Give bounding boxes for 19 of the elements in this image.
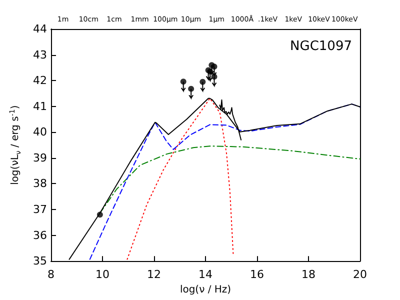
x-tick-label: 16 [250, 268, 264, 282]
x-tick-label: 18 [302, 268, 316, 282]
y-tick-label: 39 [33, 151, 47, 164]
x-tick-label: 20 [353, 268, 367, 282]
y-tick-label: 43 [33, 48, 47, 62]
y-tick-label: 37 [33, 203, 47, 216]
x-tick-label: 10 [96, 268, 110, 282]
x-tick-label: 14 [198, 268, 212, 282]
y-tick-label: 44 [33, 22, 47, 36]
x-tick-label: 8 [48, 268, 54, 282]
y-tick-label: 38 [33, 177, 47, 190]
y-tick-label: 36 [33, 228, 47, 242]
y-tick-label: 41 [33, 100, 47, 113]
y-tick-label: 40 [33, 126, 47, 139]
x-axis-title: log(ν / Hz) [180, 284, 232, 296]
y-tick-label: 35 [33, 254, 47, 268]
x-tick-label: 12 [147, 268, 161, 282]
annotation: NGC1097 [290, 39, 352, 54]
y-tick-label: 42 [33, 74, 47, 88]
